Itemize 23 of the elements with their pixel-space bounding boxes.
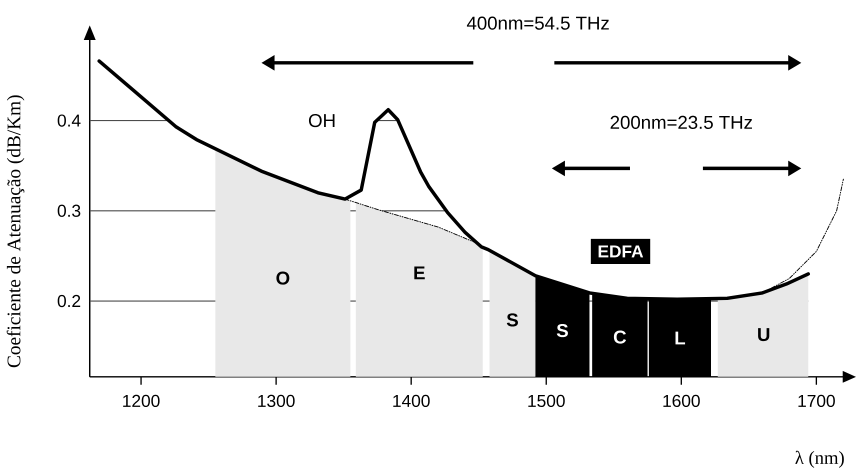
band-label: U [758,328,770,342]
x-axis-title: λ (nm) [795,450,844,468]
x-tick-label: 1500 [528,395,565,408]
band-label: S [556,324,568,338]
y-tick-label: 0.4 [58,114,81,127]
line-series [344,198,482,246]
annotation: EDFA [598,246,644,258]
y-tick-label: 0.2 [58,295,80,308]
x-tick-label: 1600 [663,395,700,408]
band-label: S [506,314,518,327]
x-tick-label: 1700 [798,395,835,408]
x-tick-label: 1400 [393,395,430,408]
band-label: E [414,266,425,280]
annotation: OH [308,114,334,128]
y-tick-label: 0.3 [58,204,80,218]
band-label: C [614,330,626,344]
y-axis-title: Coeficiente de Atenuação (dB/Km) [6,96,24,368]
band-label: O [276,272,290,285]
band-label: L [676,332,686,345]
x-tick-label: 1300 [258,395,295,408]
annotation: 200nm=23.5 THz [610,116,752,130]
x-tick-label: 1200 [123,395,160,408]
text: 400nm=54.5 THz [466,16,609,30]
